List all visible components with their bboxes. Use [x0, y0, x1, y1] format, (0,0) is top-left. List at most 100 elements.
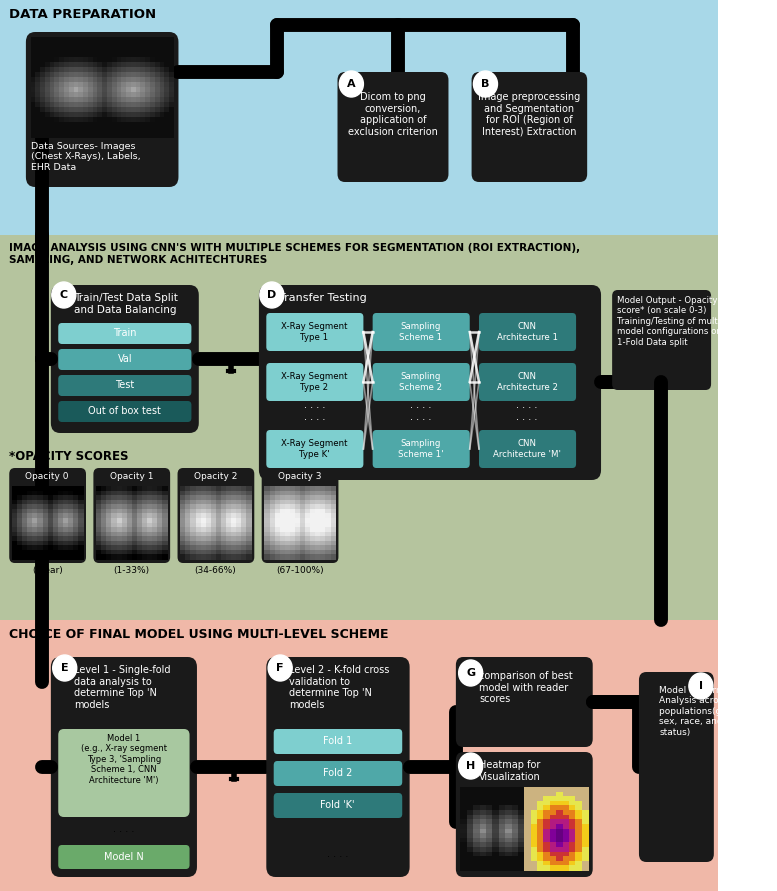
Bar: [59, 72, 64, 78]
Bar: [270, 527, 275, 532]
Bar: [315, 522, 321, 527]
Bar: [112, 117, 117, 122]
Bar: [74, 127, 78, 133]
Bar: [126, 107, 131, 112]
Text: CNN
Architecture 2: CNN Architecture 2: [497, 372, 558, 392]
Bar: [83, 82, 89, 87]
Bar: [211, 513, 216, 519]
Bar: [78, 107, 84, 112]
Bar: [27, 491, 33, 495]
Bar: [47, 513, 53, 519]
Bar: [126, 37, 131, 43]
Circle shape: [458, 753, 483, 779]
Bar: [47, 495, 53, 500]
Bar: [310, 504, 315, 510]
Bar: [550, 810, 556, 815]
Text: Opacity 1: Opacity 1: [110, 472, 153, 481]
Bar: [190, 500, 196, 504]
Bar: [186, 541, 191, 546]
Bar: [112, 42, 117, 47]
Text: CNN
Architecture 1: CNN Architecture 1: [497, 323, 558, 342]
Bar: [164, 132, 169, 137]
Bar: [264, 522, 270, 527]
Bar: [121, 545, 127, 551]
Bar: [64, 42, 69, 47]
Bar: [280, 522, 285, 527]
Bar: [216, 527, 221, 532]
Bar: [236, 550, 242, 555]
Bar: [53, 554, 58, 560]
Bar: [152, 486, 158, 491]
Bar: [131, 52, 136, 58]
Bar: [190, 532, 196, 536]
Bar: [531, 842, 538, 847]
Bar: [63, 550, 68, 555]
Bar: [136, 47, 141, 53]
Bar: [54, 62, 60, 68]
Bar: [330, 532, 336, 536]
Bar: [479, 847, 486, 852]
Bar: [326, 504, 331, 510]
Bar: [155, 57, 160, 62]
Bar: [142, 495, 148, 500]
Bar: [78, 102, 84, 108]
Bar: [106, 550, 112, 555]
Bar: [467, 829, 474, 834]
Bar: [264, 504, 270, 510]
Bar: [131, 72, 136, 78]
Bar: [150, 72, 155, 78]
Bar: [295, 541, 301, 546]
Bar: [97, 117, 103, 122]
Bar: [83, 87, 89, 93]
Bar: [101, 532, 106, 536]
Bar: [57, 518, 64, 523]
Bar: [88, 87, 93, 93]
Bar: [68, 518, 74, 523]
Bar: [473, 861, 480, 866]
Bar: [117, 42, 122, 47]
Bar: [518, 829, 524, 834]
Bar: [103, 57, 107, 62]
Bar: [23, 495, 28, 500]
Bar: [127, 504, 132, 510]
FancyBboxPatch shape: [373, 430, 470, 468]
Bar: [499, 847, 506, 852]
Bar: [274, 518, 280, 523]
Bar: [88, 132, 93, 137]
Bar: [461, 810, 467, 815]
Bar: [103, 72, 107, 78]
Bar: [246, 495, 252, 500]
Bar: [221, 541, 227, 546]
Bar: [162, 541, 168, 546]
Bar: [126, 102, 131, 108]
Bar: [180, 486, 186, 491]
Bar: [74, 72, 78, 78]
Bar: [111, 500, 117, 504]
Bar: [30, 72, 36, 78]
FancyBboxPatch shape: [274, 729, 402, 754]
Bar: [280, 513, 285, 519]
Bar: [37, 554, 43, 560]
Bar: [556, 801, 563, 806]
Bar: [117, 47, 122, 53]
Bar: [145, 97, 151, 102]
Bar: [280, 500, 285, 504]
Bar: [74, 97, 78, 102]
Bar: [131, 87, 136, 93]
Bar: [152, 527, 158, 532]
Bar: [121, 513, 127, 519]
Bar: [132, 500, 138, 504]
Bar: [556, 791, 563, 797]
Bar: [101, 486, 106, 491]
Bar: [78, 541, 84, 546]
Bar: [112, 132, 117, 137]
Bar: [162, 522, 168, 527]
Bar: [45, 42, 50, 47]
Bar: [57, 509, 64, 514]
Bar: [136, 112, 141, 118]
Bar: [12, 545, 18, 551]
Bar: [505, 833, 512, 838]
Bar: [232, 504, 237, 510]
Bar: [270, 532, 275, 536]
Bar: [320, 527, 326, 532]
